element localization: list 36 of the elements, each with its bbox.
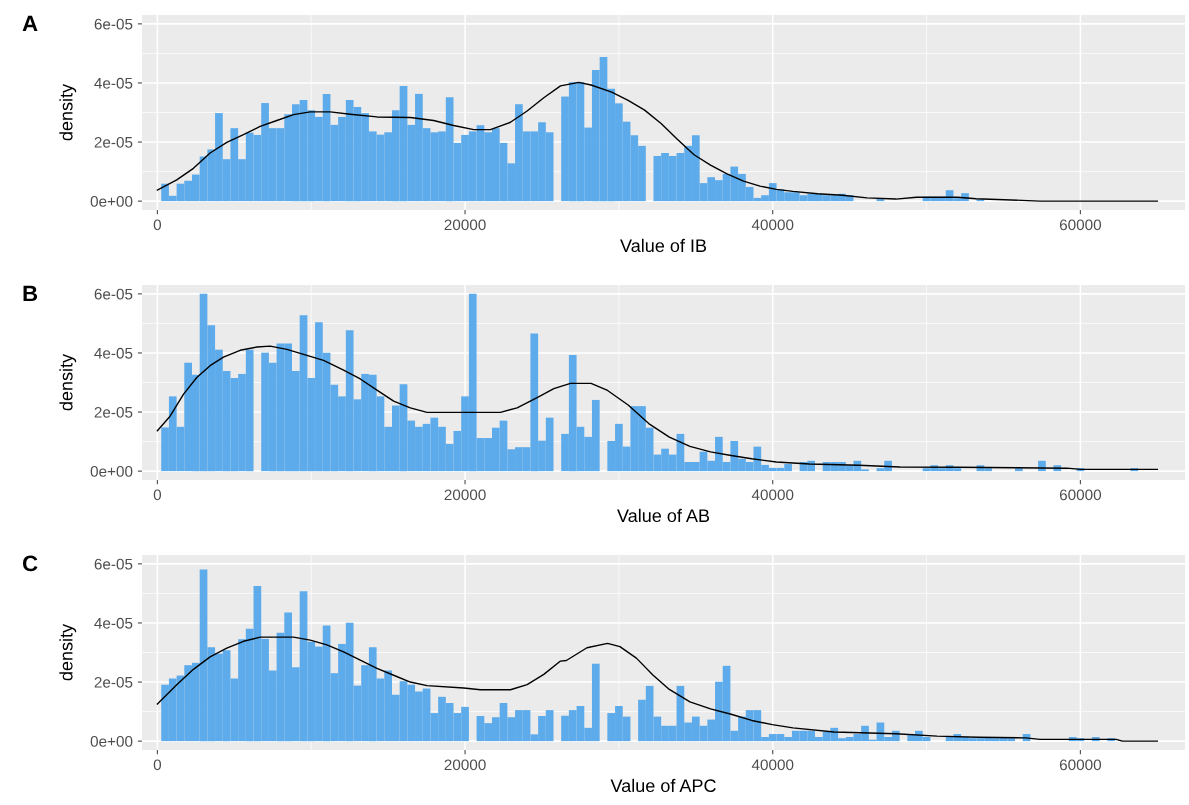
y-tick-label: 0e+00 xyxy=(90,736,133,747)
text: C xyxy=(22,555,38,572)
x-tick-label: 0 xyxy=(153,489,162,501)
line-series xyxy=(156,345,1159,471)
x-tick-label: 40000 xyxy=(751,489,794,501)
x-tick-label: 60000 xyxy=(1059,489,1102,501)
y-tick-label: 6e-05 xyxy=(94,288,133,300)
x-axis-title: Value of APC xyxy=(610,778,716,793)
y-tick-label: 2e-05 xyxy=(94,406,133,418)
x-tick-label: 0 xyxy=(153,219,162,231)
x-tick-label: 40000 xyxy=(751,759,794,771)
x-tick-label: 20000 xyxy=(444,489,486,501)
y-tick-label: 6e-05 xyxy=(94,558,133,570)
y-axis-title: density xyxy=(59,83,77,141)
x-tick-label: 60000 xyxy=(1059,759,1102,771)
y-tick-label: 2e-05 xyxy=(94,676,133,688)
y-tick-label: 0e+00 xyxy=(90,466,133,477)
y-tick-label: 2e-05 xyxy=(94,136,133,148)
text: B xyxy=(23,285,38,302)
x-tick-label: 60000 xyxy=(1059,219,1102,231)
y-axis-title: density xyxy=(59,353,77,411)
line-series xyxy=(156,636,1159,742)
x-axis-title: Value of AB xyxy=(617,508,710,523)
y-axis-title: density xyxy=(59,623,77,681)
y-tick-label: 4e-05 xyxy=(94,347,133,359)
y-tick-label: 4e-05 xyxy=(94,77,133,89)
x-tick-label: 40000 xyxy=(751,219,794,231)
x-tick-label: 20000 xyxy=(444,219,486,231)
line-series xyxy=(156,81,1159,202)
y-tick-label: 0e+00 xyxy=(90,196,133,207)
text: A xyxy=(22,15,38,32)
x-tick-label: 0 xyxy=(153,759,162,771)
x-tick-label: 20000 xyxy=(444,759,486,771)
y-tick-label: 6e-05 xyxy=(94,18,133,30)
y-tick-label: 4e-05 xyxy=(94,617,133,629)
x-axis-title: Value of IB xyxy=(620,238,707,253)
